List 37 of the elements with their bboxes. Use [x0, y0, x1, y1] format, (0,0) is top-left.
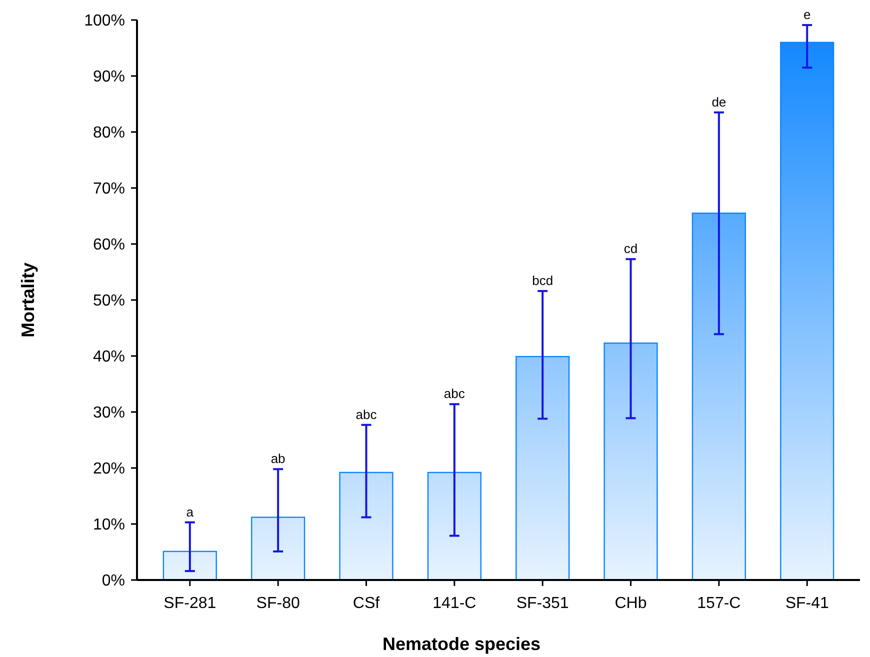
y-tick-label: 40%: [92, 348, 125, 366]
y-tick-label: 0%: [102, 572, 125, 590]
x-axis-title: Nematode species: [382, 634, 541, 654]
bar: [427, 472, 482, 581]
x-tick-label: SF-41: [785, 595, 829, 612]
y-tick-label: 10%: [92, 516, 125, 534]
y-tick-label: 100%: [84, 12, 125, 30]
annotation: de: [712, 94, 726, 110]
annotation: a: [186, 504, 194, 520]
bar: [692, 212, 746, 581]
x-tick-label: CSf: [352, 595, 380, 612]
annotation: e: [803, 7, 811, 22]
annotation: bcd: [532, 273, 554, 288]
y-tick-label: 90%: [92, 68, 125, 86]
x-tick-label: CHb: [614, 595, 647, 612]
x-tick-label: 157-C: [697, 595, 741, 612]
annotation: abc: [444, 386, 466, 402]
y-tick-label: 30%: [92, 404, 125, 422]
bar: [162, 550, 217, 581]
y-tick-label: 20%: [92, 460, 125, 478]
bar: [604, 342, 658, 581]
y-axis-title: Mortality: [18, 262, 38, 338]
x-tick-label: SF-281: [164, 595, 216, 612]
bar: [780, 42, 834, 581]
annotation: abc: [356, 406, 378, 422]
bar: [251, 516, 306, 581]
annotation: ab: [270, 451, 286, 466]
y-tick-label: 60%: [92, 236, 125, 254]
x-tick-label: 141-C: [432, 595, 476, 612]
bar: [339, 472, 394, 581]
y-tick-label: 50%: [92, 292, 125, 310]
y-tick-label: 70%: [92, 180, 125, 198]
x-tick-label: SF-351: [516, 595, 569, 612]
x-tick-label: SF-80: [256, 595, 300, 612]
y-tick-label: 80%: [92, 124, 125, 142]
annotation: cd: [624, 241, 638, 256]
bar: [516, 356, 570, 581]
